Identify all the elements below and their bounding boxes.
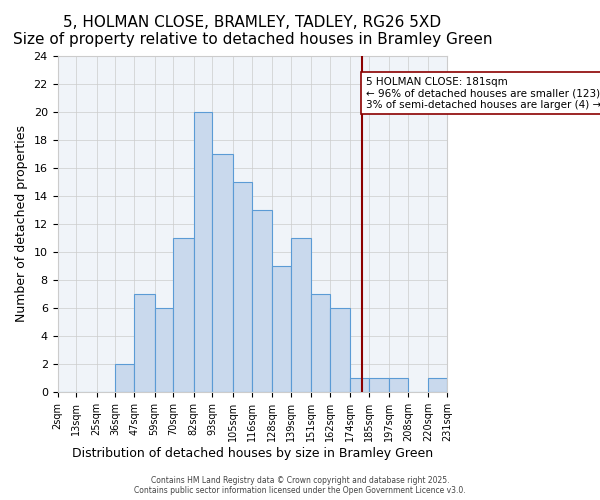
Text: 5 HOLMAN CLOSE: 181sqm
← 96% of detached houses are smaller (123)
3% of semi-det: 5 HOLMAN CLOSE: 181sqm ← 96% of detached…	[365, 76, 600, 110]
Bar	[251, 210, 272, 392]
Bar	[272, 266, 290, 392]
Bar	[233, 182, 251, 392]
Bar	[330, 308, 350, 392]
Bar	[115, 364, 134, 392]
Bar	[194, 112, 212, 392]
Bar	[369, 378, 389, 392]
Bar	[428, 378, 447, 392]
Bar	[389, 378, 408, 392]
Bar	[173, 238, 194, 392]
Text: Contains HM Land Registry data © Crown copyright and database right 2025.
Contai: Contains HM Land Registry data © Crown c…	[134, 476, 466, 495]
X-axis label: Distribution of detached houses by size in Bramley Green: Distribution of detached houses by size …	[72, 447, 433, 460]
Title: 5, HOLMAN CLOSE, BRAMLEY, TADLEY, RG26 5XD
Size of property relative to detached: 5, HOLMAN CLOSE, BRAMLEY, TADLEY, RG26 5…	[13, 15, 492, 48]
Bar	[311, 294, 330, 392]
Bar	[155, 308, 173, 392]
Bar	[350, 378, 369, 392]
Y-axis label: Number of detached properties: Number of detached properties	[15, 126, 28, 322]
Bar	[290, 238, 311, 392]
Bar	[134, 294, 155, 392]
Bar	[212, 154, 233, 392]
